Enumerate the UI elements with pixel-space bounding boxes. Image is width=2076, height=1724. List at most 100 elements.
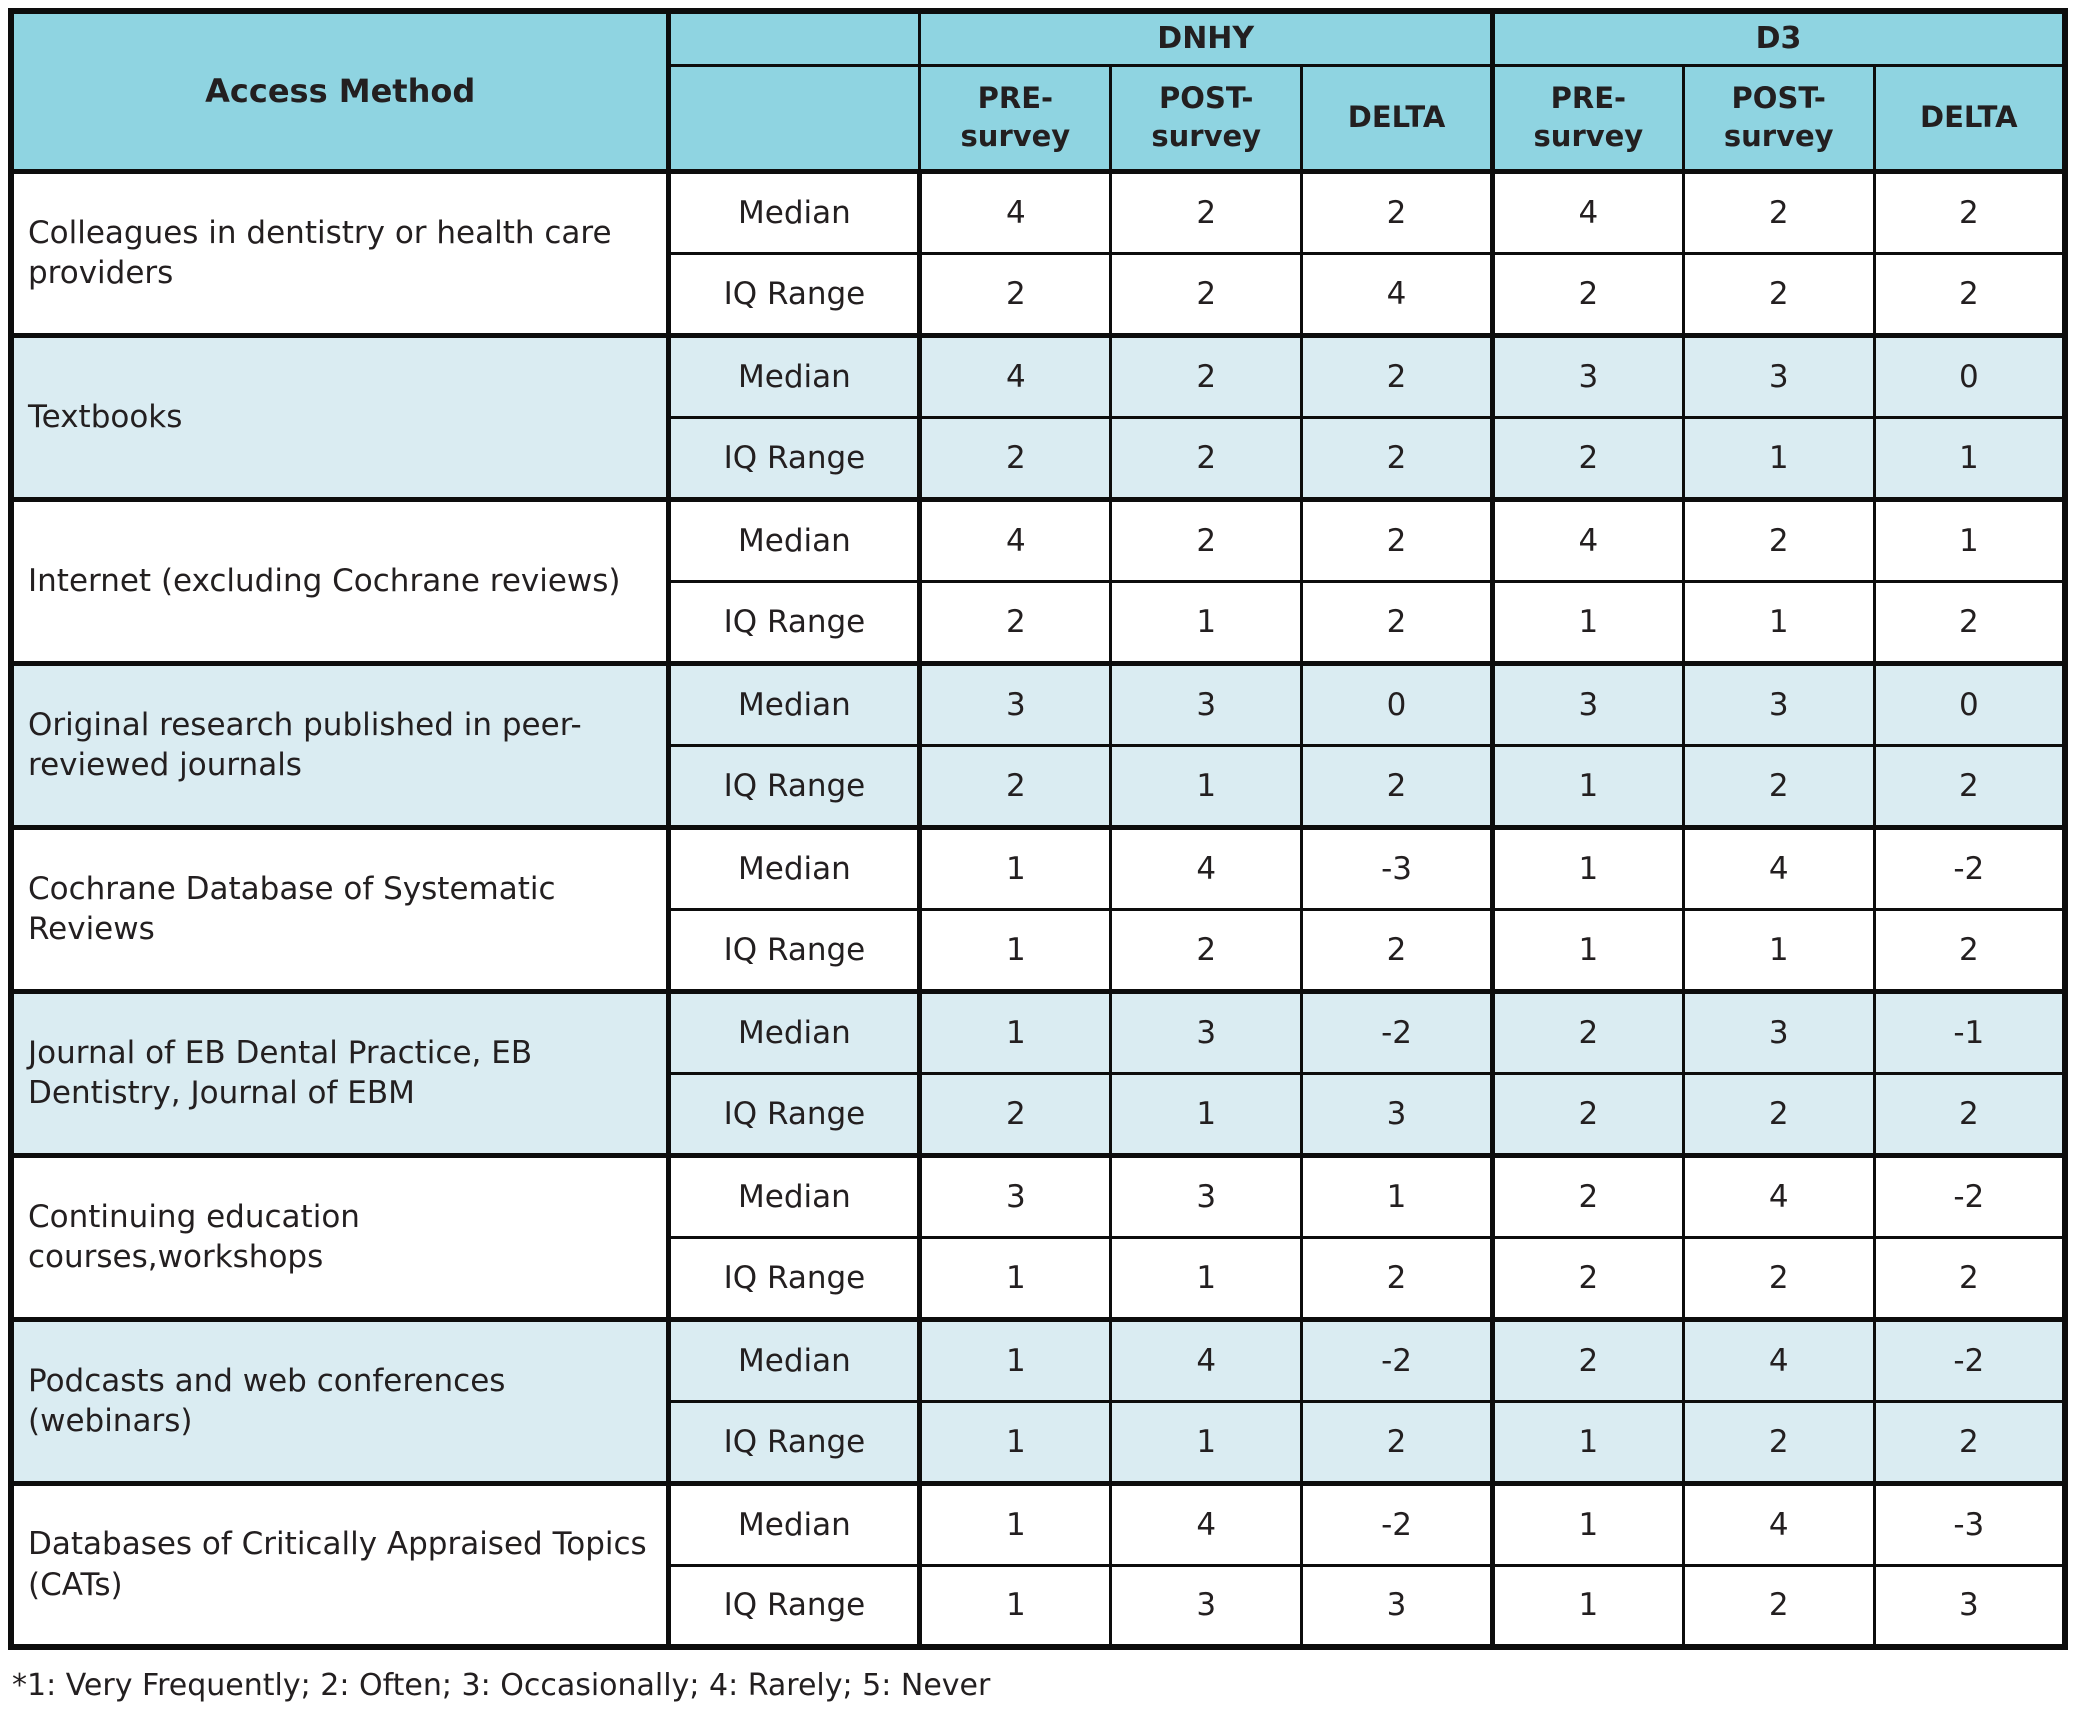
stat-label-cell: IQ Range [667,1563,923,1650]
value-cell: 4 [918,497,1113,583]
value-cell: 1 [918,1399,1113,1486]
value-cell: 2 [1109,497,1304,583]
value-cell: 2 [1681,743,1876,830]
value-cell: 3 [918,661,1113,747]
value-cell: 2 [1681,497,1876,583]
stat-label-cell: Median [667,1481,923,1567]
value-cell: 2 [1872,1235,2067,1322]
table-row-median: Cochrane Database of Systematic Reviews … [9,825,2067,994]
value-cell: 2 [1300,333,1495,419]
value-cell: 2 [1872,1071,2067,1158]
table-row-median: Textbooks Median 4 2 2 3 3 0 [9,333,2067,502]
subheader-dnhy-post: POST-survey [1109,63,1304,174]
value-cell: 1 [918,1317,1113,1403]
survey-access-method-table: Access Method DNHY D3 PRE-survey POST-su… [8,8,2068,1650]
value-cell: 1 [918,1563,1113,1650]
value-cell: 4 [1490,497,1685,583]
table-row-median: Podcasts and web conferences (webinars) … [9,1317,2067,1486]
value-cell: 3 [1681,989,1876,1075]
stat-header-spacer-bottom [667,63,922,174]
value-cell: 1 [1109,1071,1304,1158]
value-cell: 2 [1490,1317,1685,1403]
value-cell: 1 [918,1481,1113,1567]
table-row-median: Continuing education courses,workshops M… [9,1153,2067,1322]
value-cell: 2 [1872,169,2067,255]
value-cell: 2 [1490,251,1685,338]
value-cell: 2 [918,743,1113,830]
value-cell: 1 [1490,907,1685,994]
value-cell: 2 [1300,1235,1495,1322]
value-cell: 1 [918,989,1113,1075]
value-cell: 2 [1300,497,1495,583]
table-row-median: Original research published in peer-revi… [9,661,2067,830]
value-cell: 1 [1872,497,2067,583]
table-row-median: Internet (excluding Cochrane reviews) Me… [9,497,2067,666]
value-cell: 2 [1490,1235,1685,1322]
value-cell: 1 [918,907,1113,994]
subheader-d3-post: POST-survey [1681,63,1876,174]
stat-header-spacer-top [667,9,922,67]
subheader-d3-delta: DELTA [1872,63,2067,174]
value-cell: 2 [1490,1071,1685,1158]
value-cell: 4 [1681,1153,1876,1239]
stat-label-cell: IQ Range [667,579,923,666]
value-cell: -2 [1300,1317,1495,1403]
value-cell: 2 [1681,1235,1876,1322]
table-row-iq-range: IQ Range 2 2 4 2 2 2 [11,251,2067,338]
stat-label-cell: Median [667,661,923,747]
value-cell: -3 [1872,1481,2067,1567]
table-row-iq-range: IQ Range 2 1 2 1 1 2 [11,579,2067,666]
value-cell: 2 [1109,169,1304,255]
value-cell: 3 [1109,989,1304,1075]
value-cell: 3 [918,1153,1113,1239]
value-cell: 2 [1300,415,1495,502]
value-cell: 2 [1300,743,1495,830]
header-row-groups: Access Method DNHY D3 [9,9,2067,174]
value-cell: 3 [1681,333,1876,419]
stat-label-cell: Median [667,989,923,1075]
value-cell: 3 [1872,1563,2067,1650]
stat-label-cell: IQ Range [667,1399,923,1486]
value-cell: 1 [1300,1153,1495,1239]
stat-label-cell: Median [667,1153,923,1239]
value-cell: 3 [1109,1563,1304,1650]
value-cell: 4 [1681,1481,1876,1567]
stat-label-cell: IQ Range [667,743,923,830]
value-cell: 3 [1109,661,1304,747]
value-cell: 1 [1872,415,2067,502]
value-cell: 1 [1681,415,1876,502]
table-row-iq-range: IQ Range 2 1 3 2 2 2 [11,1071,2067,1158]
value-cell: 3 [1300,1563,1495,1650]
stat-label-cell: IQ Range [667,415,923,502]
value-cell: 2 [918,251,1113,338]
value-cell: 1 [1681,579,1876,666]
stat-label-cell: IQ Range [667,1235,923,1322]
value-cell: 2 [1681,169,1876,255]
value-cell: 2 [1300,579,1495,666]
stat-label-cell: Median [667,825,923,911]
subheader-dnhy-delta: DELTA [1300,63,1495,174]
value-cell: 2 [1109,251,1304,338]
value-cell: -2 [1300,989,1495,1075]
value-cell: 4 [1681,825,1876,911]
value-cell: 2 [1109,907,1304,994]
value-cell: 4 [1490,169,1685,255]
value-cell: -2 [1872,1317,2067,1403]
value-cell: 4 [1109,1317,1304,1403]
table-row-iq-range: IQ Range 1 2 2 1 1 2 [11,907,2067,994]
value-cell: 2 [1300,907,1495,994]
stat-label-cell: IQ Range [667,251,923,338]
value-cell: -1 [1872,989,2067,1075]
stat-label-cell: IQ Range [667,907,923,994]
access-method-cell: Original research published in peer-revi… [9,661,672,830]
table-row-iq-range: IQ Range 2 2 2 2 1 1 [11,415,2067,502]
access-method-cell: Journal of EB Dental Practice, EB Dentis… [9,989,672,1158]
value-cell: 0 [1872,333,2067,419]
value-cell: 1 [918,825,1113,911]
access-method-cell: Colleagues in dentistry or health care p… [9,169,672,338]
subheader-d3-pre: PRE-survey [1490,63,1685,174]
value-cell: 4 [918,169,1113,255]
value-cell: 2 [1300,169,1495,255]
value-cell: -3 [1300,825,1495,911]
value-cell: 2 [918,415,1113,502]
